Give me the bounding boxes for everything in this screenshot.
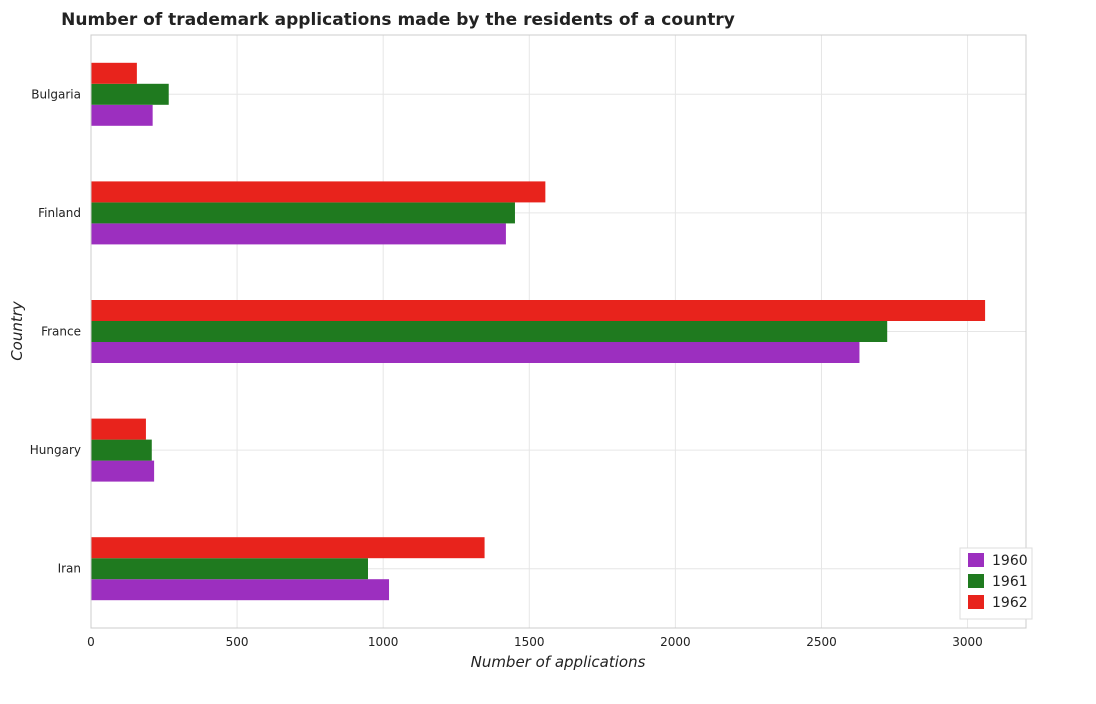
bar-bulgaria-1961 [91, 83, 169, 105]
y-tick-label: Finland [38, 206, 81, 220]
legend-swatch [968, 574, 984, 588]
bar-bulgaria-1962 [91, 62, 137, 84]
bar-iran-1960 [91, 579, 390, 601]
x-tick-label: 1000 [368, 635, 399, 649]
x-tick-label: 500 [226, 635, 249, 649]
bar-france-1962 [91, 300, 986, 321]
bar-iran-1961 [91, 558, 368, 580]
chart-title: Number of trademark applications made by… [61, 10, 735, 30]
bar-bulgaria-1960 [91, 104, 153, 126]
bar-hungary-1962 [91, 418, 146, 440]
bar-iran-1962 [91, 537, 485, 559]
y-tick-label: France [41, 325, 81, 339]
x-tick-label: 3000 [952, 635, 983, 649]
x-tick-label: 0 [87, 635, 95, 649]
x-axis-label: Number of applications [471, 653, 646, 671]
bar-france-1961 [91, 321, 888, 342]
y-tick-label: Hungary [30, 443, 81, 457]
legend: 1960 1961 1962 [959, 547, 1033, 620]
bars [91, 62, 986, 601]
bar-hungary-1960 [91, 460, 155, 482]
bar-finland-1961 [91, 202, 515, 224]
plot-frame [90, 34, 1027, 629]
x-tick-label: 2500 [806, 635, 837, 649]
legend-label: 1960 [992, 553, 1028, 569]
x-tick-label: 2000 [660, 635, 691, 649]
y-tick-label: Iran [58, 562, 81, 576]
legend-label: 1961 [992, 574, 1028, 590]
x-axis-ticks: 0 500 1000 1500 2000 2500 3000 [87, 635, 983, 649]
bar-france-1960 [91, 342, 860, 363]
bar-finland-1962 [91, 181, 546, 203]
legend-swatch [968, 595, 984, 609]
y-axis-label: Country [8, 300, 26, 361]
x-tick-label: 1500 [514, 635, 545, 649]
y-tick-label: Bulgaria [31, 87, 81, 101]
bar-hungary-1961 [91, 439, 152, 461]
legend-label: 1962 [992, 595, 1028, 611]
legend-swatch [968, 553, 984, 567]
y-axis-ticks: Bulgaria Finland France Hungary Iran [30, 87, 81, 575]
bar-finland-1960 [91, 223, 506, 245]
